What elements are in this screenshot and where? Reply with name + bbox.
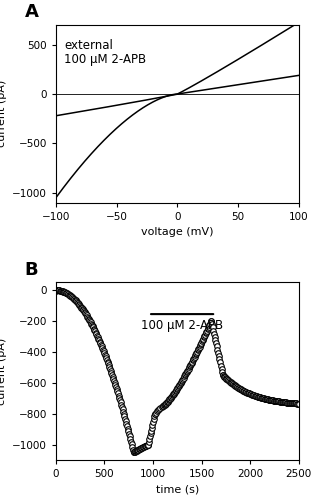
X-axis label: voltage (mV): voltage (mV) (141, 227, 214, 237)
Text: B: B (25, 261, 38, 279)
Y-axis label: current (pA): current (pA) (0, 338, 7, 405)
X-axis label: time (s): time (s) (156, 484, 199, 494)
Text: 100 μM 2-APB: 100 μM 2-APB (64, 52, 146, 66)
Text: external: external (64, 39, 113, 52)
Text: A: A (25, 4, 38, 22)
Y-axis label: current (pA): current (pA) (0, 80, 7, 148)
Text: 100 μM 2-APB: 100 μM 2-APB (141, 318, 223, 332)
